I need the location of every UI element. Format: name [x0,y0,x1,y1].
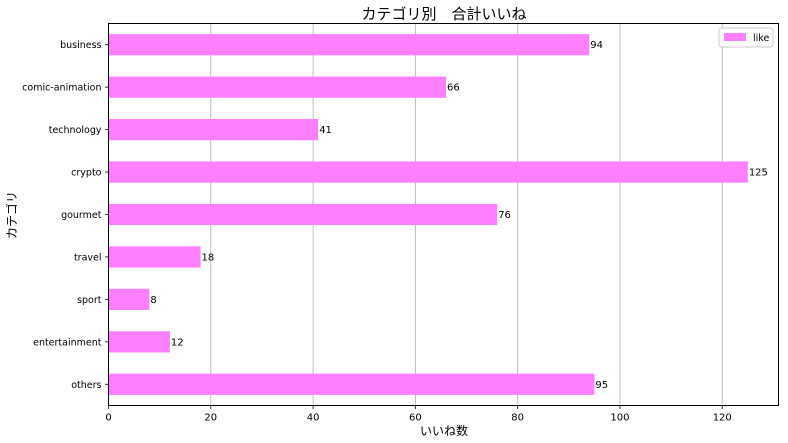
data-label: 94 [590,40,603,51]
y-tick-label: crypto [71,168,102,179]
x-tick-label: 0 [105,413,111,424]
bar [108,246,201,268]
bar [108,76,447,98]
y-tick-label: others [71,380,101,391]
bar [108,373,595,395]
legend-swatch [724,33,746,41]
x-tick-label: 60 [409,413,422,424]
data-label: 18 [202,252,215,263]
chart-title: カテゴリ別 合計いいね [361,5,526,23]
x-axis-ticks: 0 20 40 60 80 100 120 [105,405,732,424]
bar [108,288,150,310]
x-tick-label: 80 [511,413,524,424]
legend: like [718,27,774,48]
x-tick-label: 20 [204,413,217,424]
y-tick-label: gourmet [61,210,102,221]
bars [108,34,748,395]
x-tick-label: 120 [713,413,732,424]
data-label: 12 [171,337,184,348]
bar [108,119,319,141]
bar [108,34,590,56]
y-tick-label: travel [74,252,102,263]
y-tick-label: entertainment [33,337,102,348]
bar [108,203,498,226]
bar [108,161,748,183]
x-tick-label: 40 [307,413,320,424]
data-label: 66 [447,83,460,94]
y-tick-label: sport [77,295,102,306]
y-tick-label: technology [49,125,102,136]
data-label: 125 [749,168,768,179]
data-label: 41 [319,125,332,136]
data-labels: 94 66 41 125 76 18 8 12 95 [150,40,767,391]
data-label: 8 [150,295,156,306]
y-axis-label: カテゴリ [4,191,19,239]
legend-label: like [753,33,769,44]
data-label: 76 [498,210,511,221]
data-label: 95 [595,380,608,391]
y-tick-label: comic-animation [22,83,101,94]
y-axis-ticks: business comic-animation technology crypto g… [22,40,109,391]
bar [108,331,170,353]
y-tick-label: business [60,40,101,51]
x-tick-label: 100 [610,413,629,424]
x-axis-label: いいね数 [420,423,468,438]
